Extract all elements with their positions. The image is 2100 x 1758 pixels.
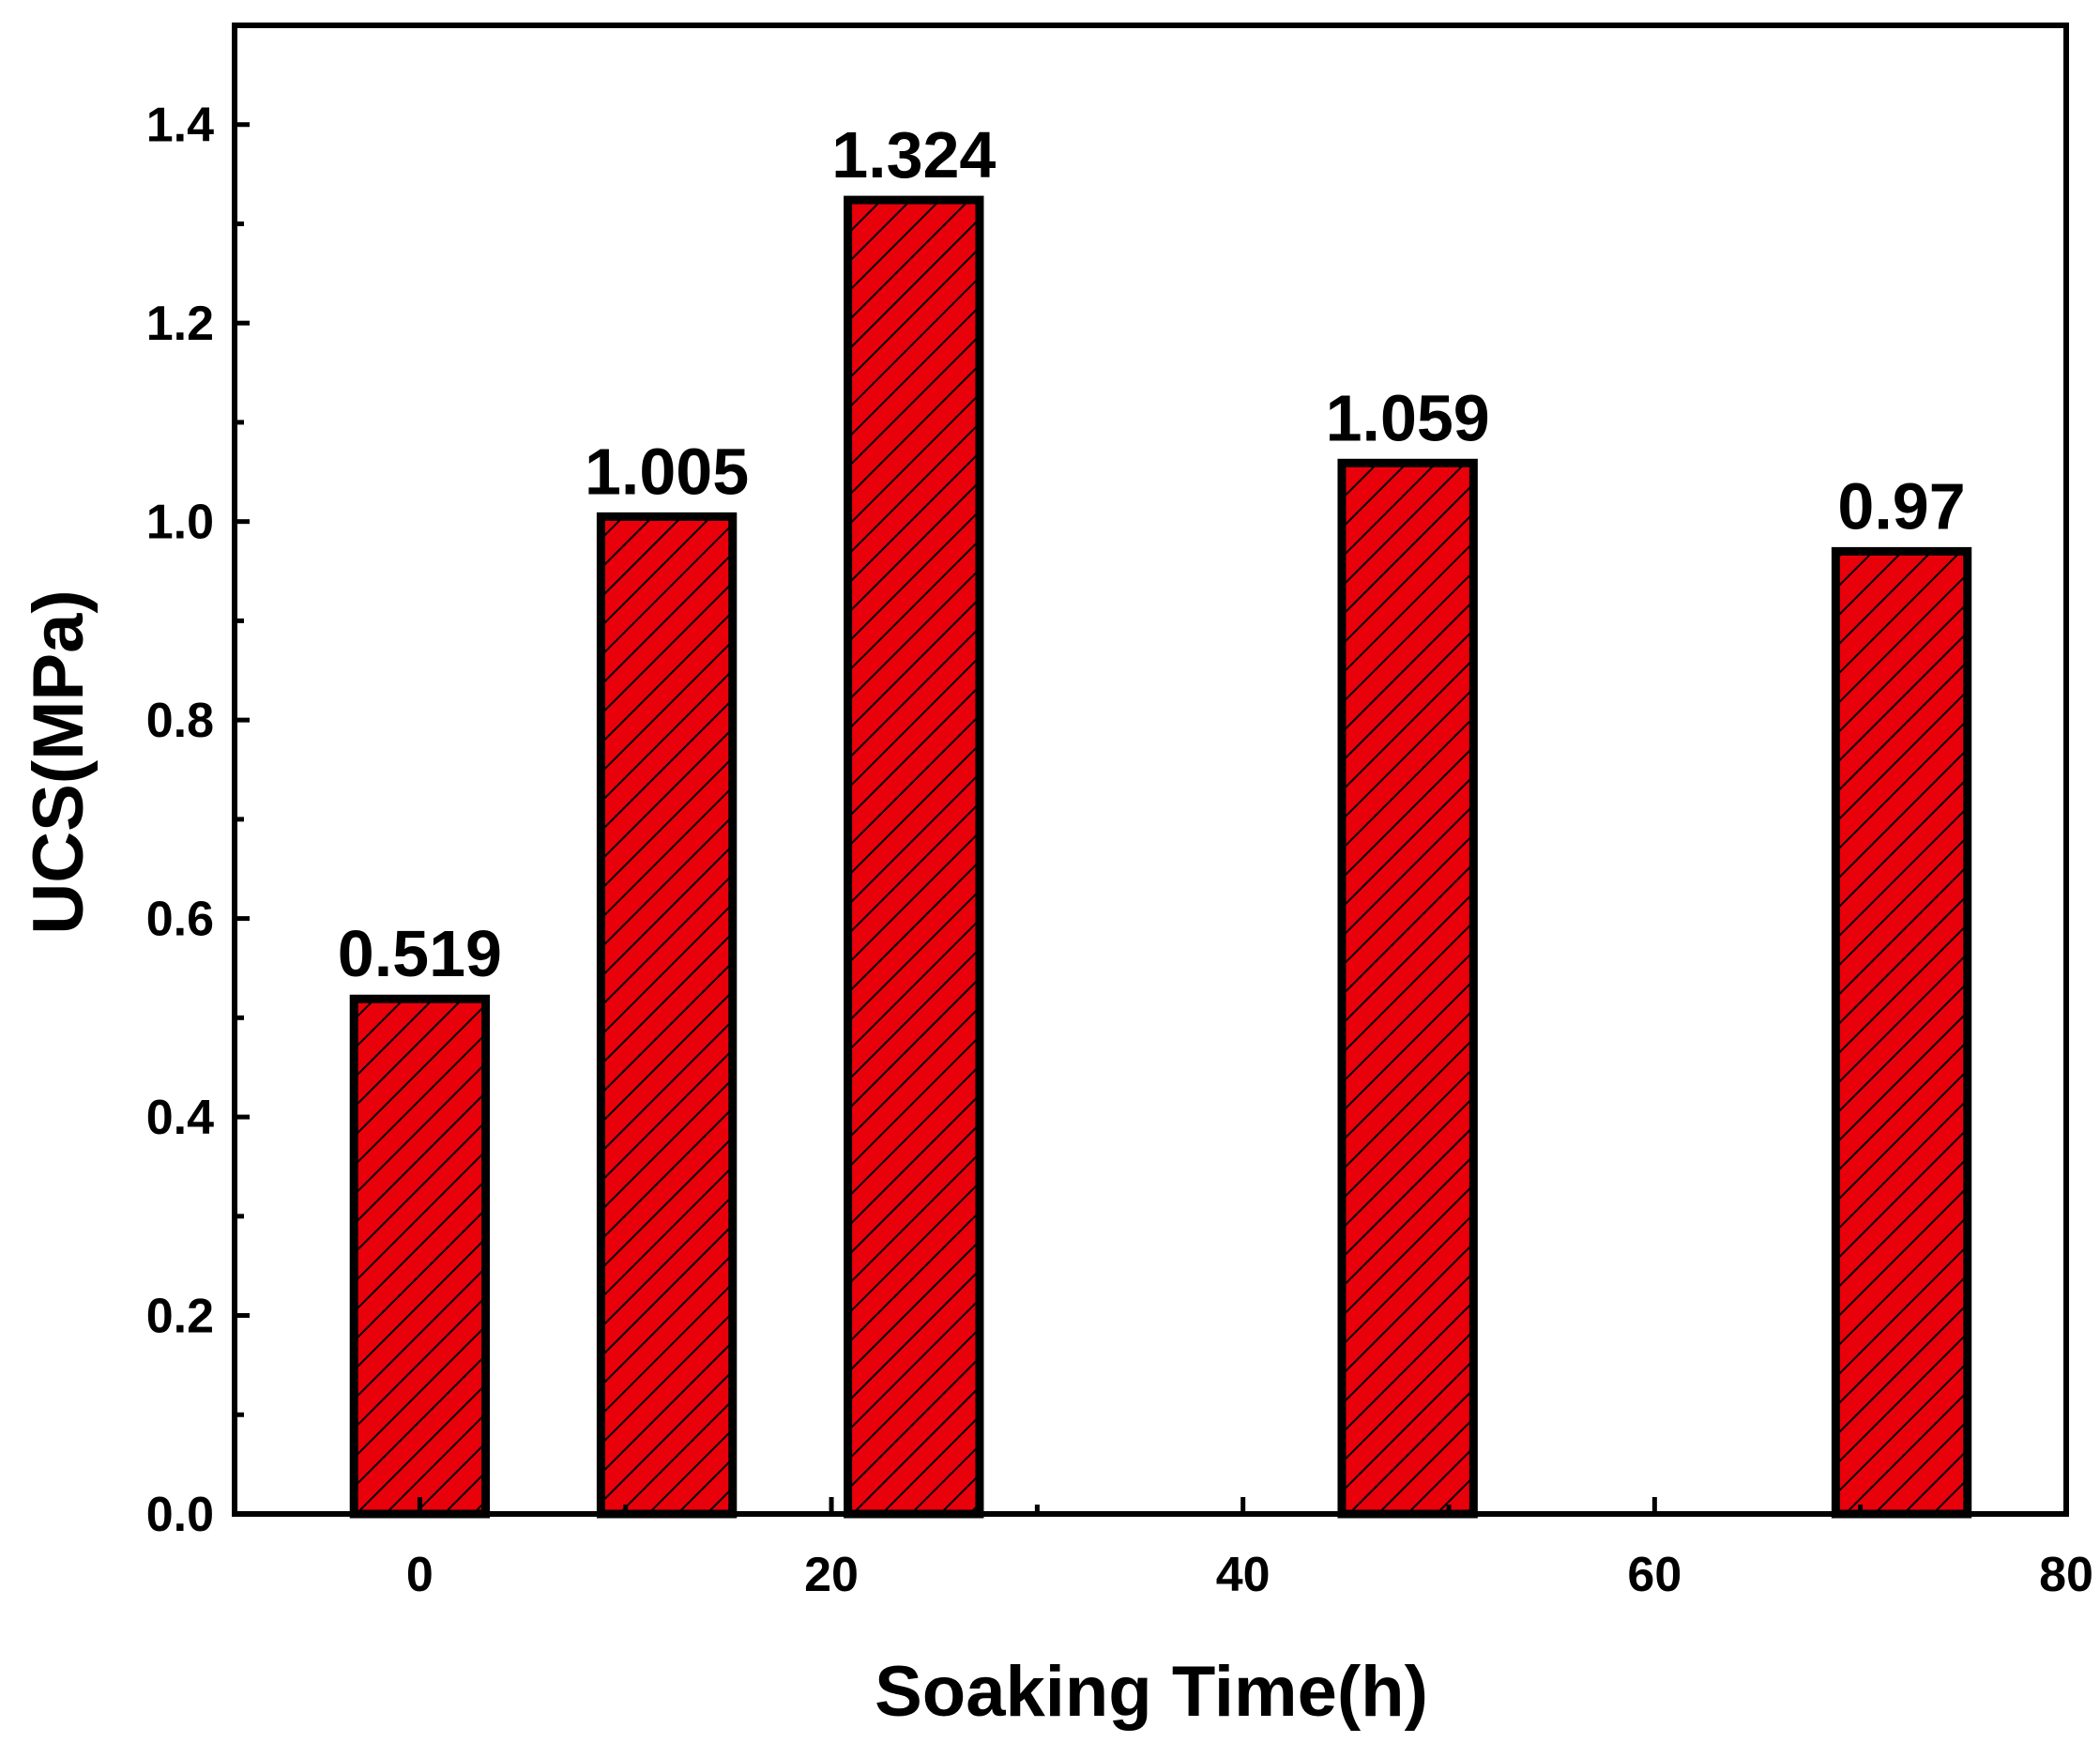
data-label-0: 0.519 [338, 917, 502, 990]
bar-4 [1831, 546, 1972, 1519]
y-tick-label-1: 0.2 [146, 1290, 214, 1344]
bar-3 [1337, 458, 1478, 1519]
x-tick-label-3: 60 [1627, 1548, 1682, 1602]
y-tick-label-0: 0.0 [146, 1488, 214, 1542]
data-label-3: 1.059 [1326, 381, 1490, 454]
axes-layer: 0.0 0.2 0.4 0.6 0.8 1.0 1.2 1.4 0 20 40 60 80 [146, 23, 2093, 1602]
bar-2 [844, 195, 984, 1519]
bar-0 [349, 994, 491, 1519]
y-tick-label-3: 0.6 [146, 893, 214, 947]
x-tick-label-2: 40 [1216, 1548, 1271, 1602]
data-label-4: 0.97 [1837, 469, 1965, 543]
y-tick-label-7: 1.4 [146, 99, 214, 153]
x-tick-label-0: 0 [406, 1548, 434, 1602]
y-axis-title: UCS(MPa) [19, 589, 99, 934]
bars-layer [349, 195, 1972, 1519]
y-tick-label-6: 1.2 [146, 297, 214, 351]
x-axis-title: Soaking Time(h) [875, 1652, 1428, 1732]
bar-1 [596, 512, 738, 1519]
y-tick-label-5: 1.0 [146, 496, 214, 550]
data-label-1: 1.005 [585, 435, 749, 508]
x-tick-label-1: 20 [804, 1548, 859, 1602]
x-tick-label-4: 80 [2039, 1548, 2093, 1602]
y-tick-label-2: 0.4 [146, 1091, 214, 1145]
data-label-2: 1.324 [831, 118, 996, 191]
plot-frame [232, 23, 2069, 1517]
y-tick-label-4: 0.8 [146, 694, 214, 748]
data-labels-layer: 0.519 1.005 1.324 1.059 0.97 [338, 118, 1966, 990]
